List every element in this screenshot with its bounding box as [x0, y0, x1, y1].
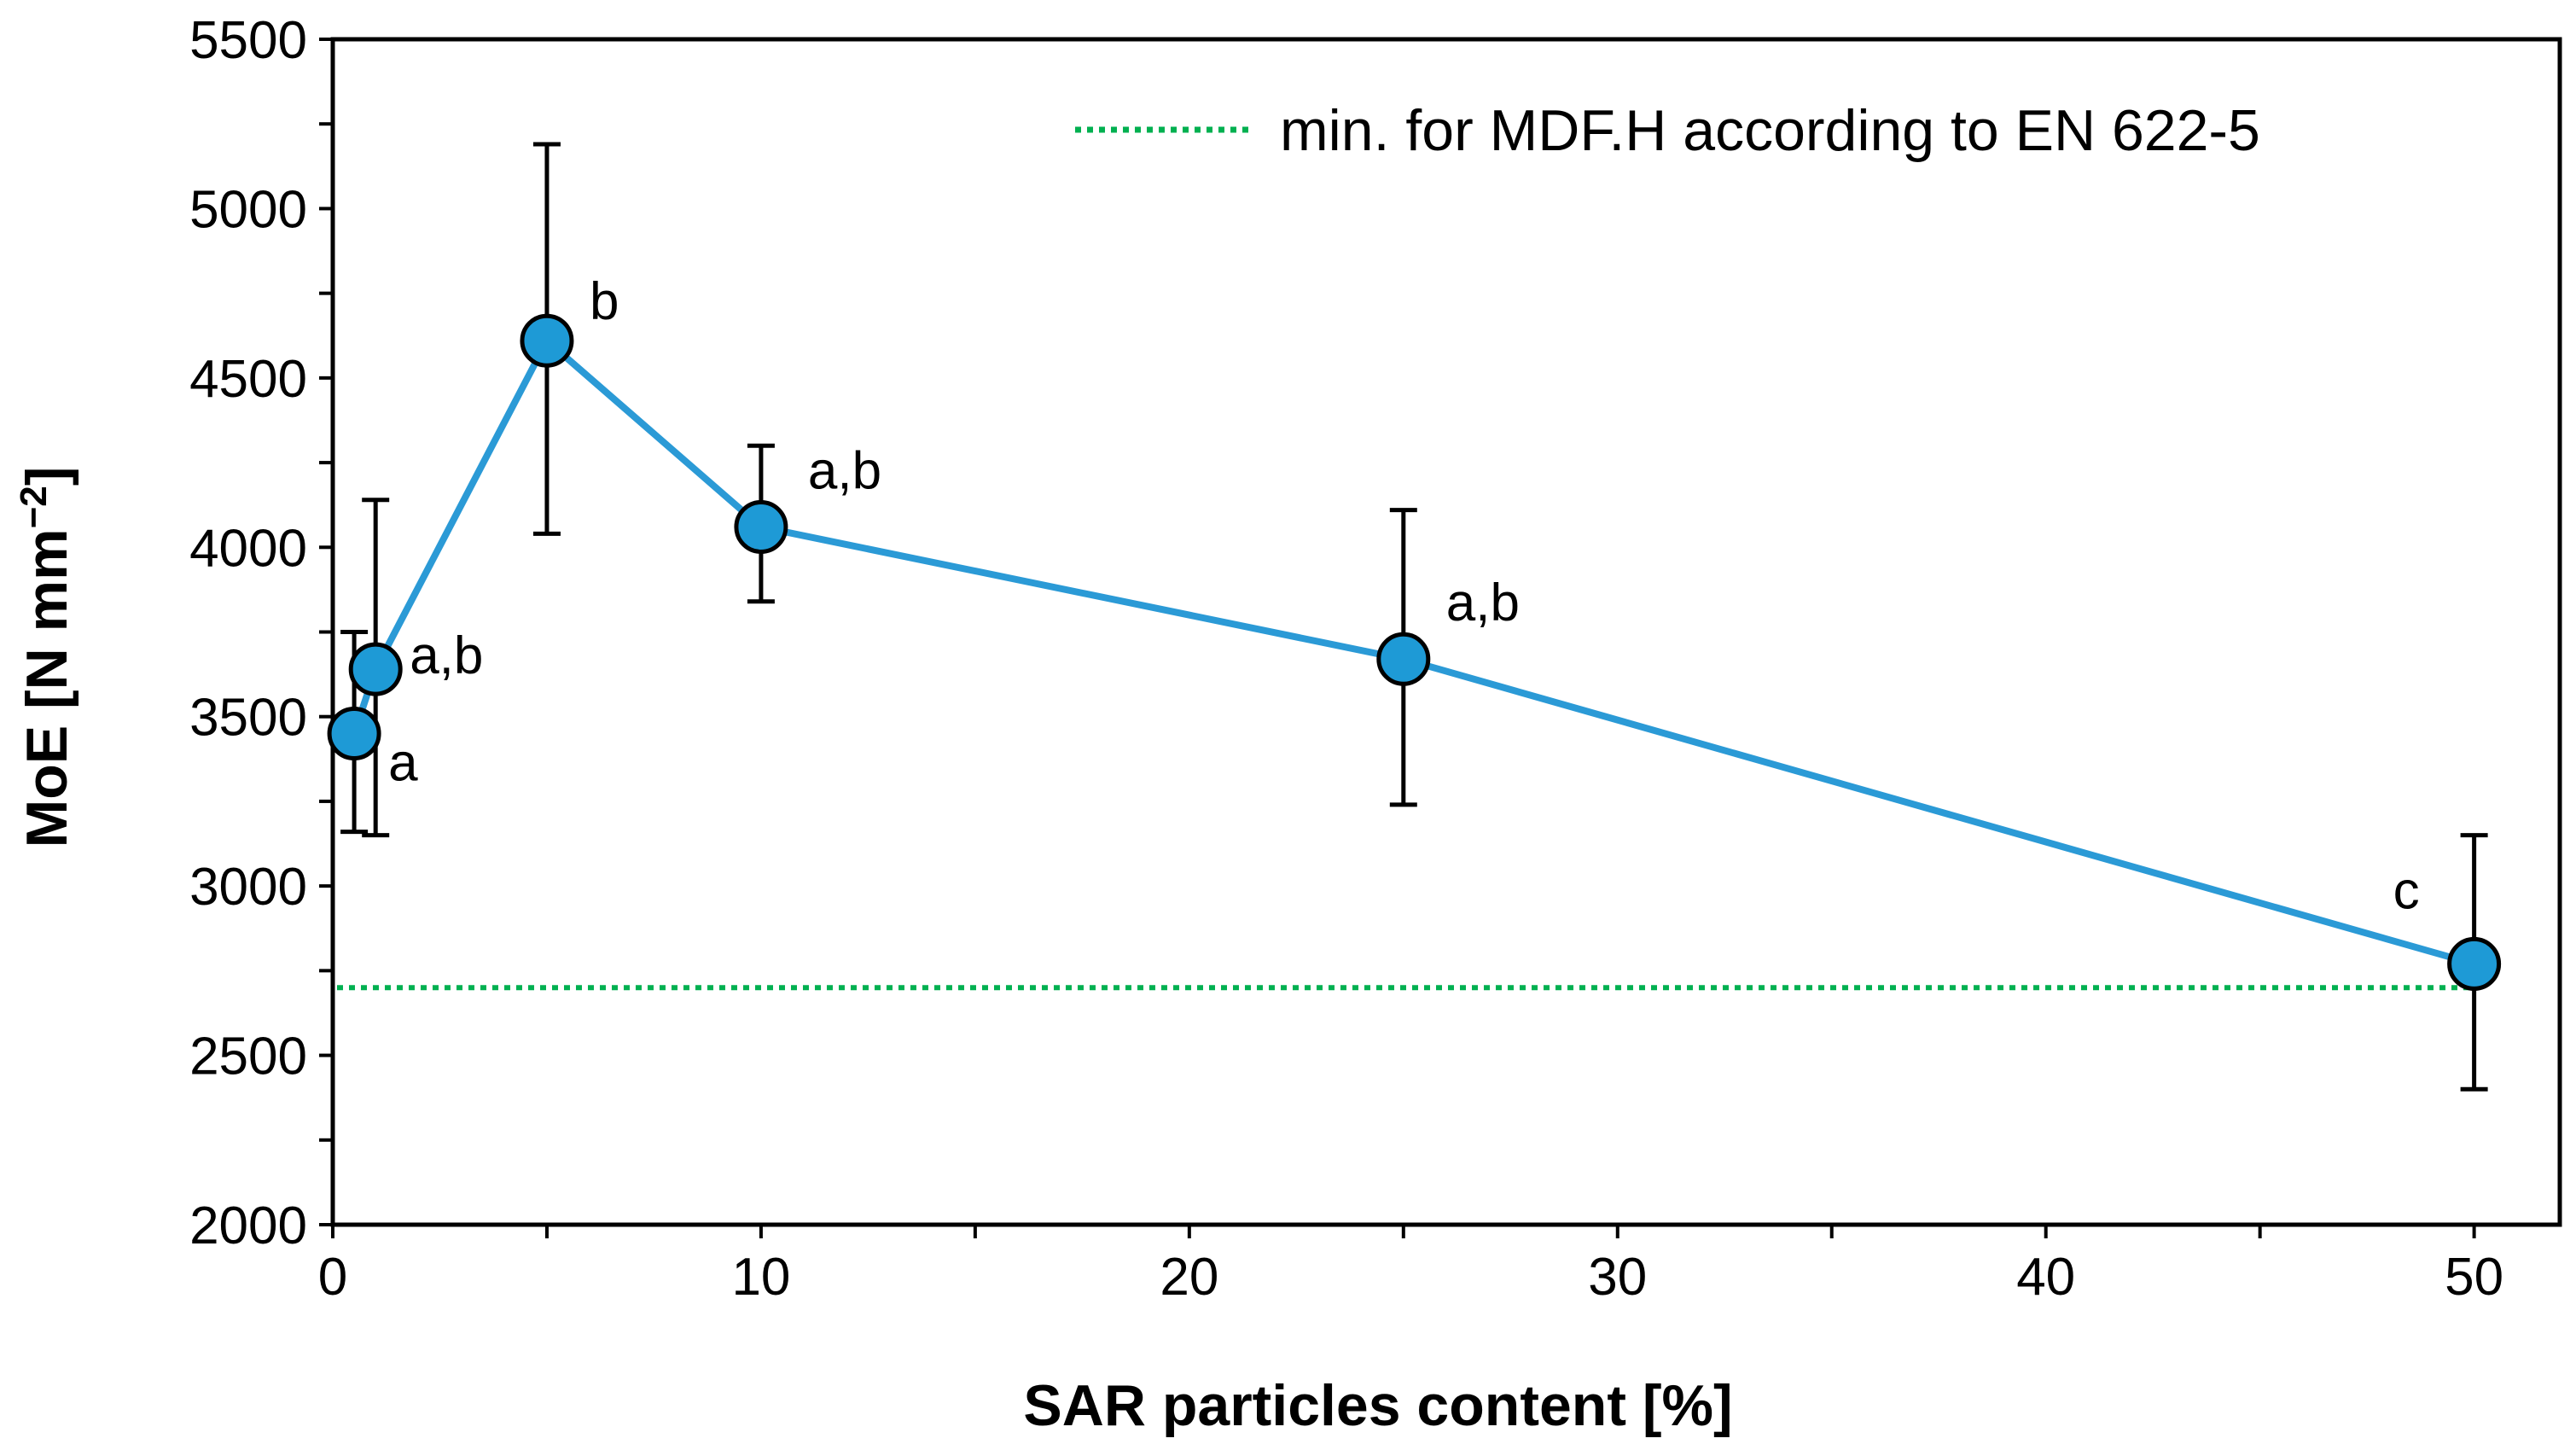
y-axis-title-end: ]	[15, 467, 79, 486]
y-tick-label: 2000	[189, 1197, 307, 1255]
point-label: b	[590, 272, 619, 331]
x-tick-label: 10	[731, 1248, 790, 1307]
y-axis-title: MoE [N mm−2]	[13, 467, 79, 848]
point-label: c	[2393, 861, 2420, 920]
point-label: a,b	[410, 626, 483, 685]
data-point	[520, 313, 574, 368]
point-label: a,b	[808, 441, 881, 500]
x-tick-label: 50	[2445, 1248, 2503, 1307]
data-point	[348, 642, 403, 696]
point-label: a	[388, 734, 418, 793]
x-tick-label: 30	[1588, 1248, 1647, 1307]
data-point	[2447, 936, 2502, 991]
y-axis-title-superscript: −2	[13, 486, 55, 528]
y-tick-label: 3500	[189, 689, 307, 748]
x-axis-title: SAR particles content [%]	[1023, 1373, 1732, 1438]
y-tick-label: 3000	[189, 858, 307, 917]
y-tick-label: 5000	[189, 180, 307, 239]
y-tick-label: 2500	[189, 1028, 307, 1086]
y-tick-label: 4500	[189, 350, 307, 409]
data-point	[734, 499, 788, 554]
point-label: a,b	[1446, 574, 1520, 632]
data-point	[327, 707, 381, 761]
y-axis-title-main: MoE [N mm	[15, 528, 79, 847]
y-tick-label: 5500	[189, 11, 307, 70]
x-tick-label: 0	[318, 1248, 347, 1307]
x-tick-label: 40	[2016, 1248, 2075, 1307]
legend-reference-label: min. for MDF.H according to EN 622-5	[1280, 98, 2260, 163]
data-point	[1376, 632, 1431, 686]
y-tick-label: 4000	[189, 519, 307, 578]
legend: min. for MDF.H according to EN 622-5	[1075, 98, 2260, 163]
x-tick-label: 20	[1160, 1248, 1218, 1307]
